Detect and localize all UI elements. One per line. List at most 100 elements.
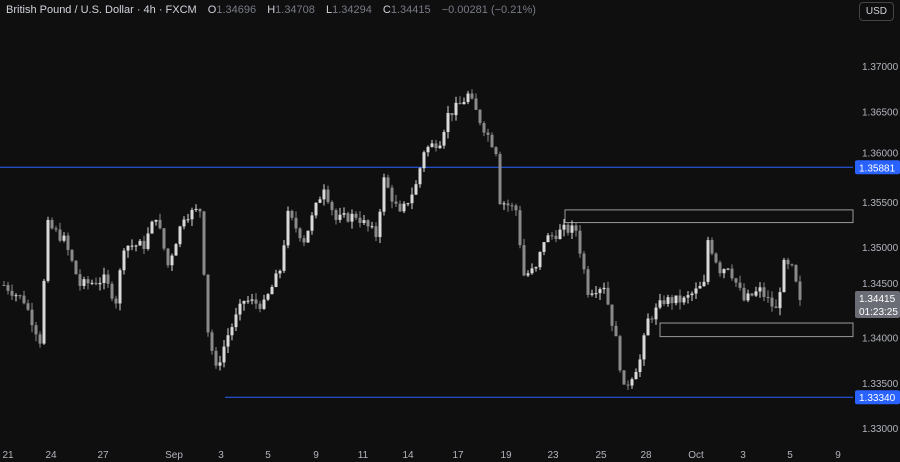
candle-body	[22, 295, 26, 304]
candle	[174, 242, 178, 256]
candle	[90, 279, 94, 286]
candle-body	[394, 201, 398, 204]
candle-body	[766, 296, 770, 298]
candle	[206, 274, 210, 337]
candle	[374, 222, 378, 242]
candle-body	[370, 226, 374, 228]
y-tick-label: 1.33500	[862, 379, 899, 390]
candle	[198, 208, 202, 218]
candle-body	[234, 314, 238, 328]
candle	[98, 277, 102, 291]
candle-body	[570, 225, 574, 233]
candle	[786, 257, 790, 270]
candle	[226, 328, 230, 353]
candle	[186, 213, 190, 223]
candle	[30, 302, 34, 333]
candle-body	[790, 264, 794, 266]
candle-body	[414, 184, 418, 195]
candle-body	[778, 292, 782, 309]
candle	[398, 200, 402, 212]
candle	[266, 292, 270, 302]
candle-body	[30, 309, 34, 326]
candle	[622, 370, 626, 385]
candle-body	[242, 301, 246, 304]
candle-body	[190, 210, 194, 220]
candle	[378, 208, 382, 244]
candle	[450, 112, 454, 122]
candle-body	[494, 147, 498, 155]
candle	[18, 294, 22, 300]
candle	[658, 293, 662, 310]
candle	[542, 242, 546, 256]
candle	[214, 347, 218, 369]
candle-body	[374, 226, 378, 238]
candle	[722, 268, 726, 279]
candle-body	[590, 293, 594, 295]
candle-body	[142, 240, 146, 249]
candle-body	[290, 210, 294, 218]
candle	[570, 220, 574, 240]
candle-body	[726, 268, 730, 270]
candle	[506, 199, 510, 212]
candle	[650, 316, 654, 324]
candle-body	[682, 297, 686, 303]
close-value: 1.34415	[390, 4, 431, 16]
candle	[66, 232, 70, 256]
x-tick-label: 25	[595, 450, 607, 461]
candle	[426, 145, 430, 157]
candle-body	[210, 332, 214, 351]
candle-body	[150, 221, 154, 234]
candle-body	[266, 294, 270, 300]
candle-body	[66, 235, 70, 250]
symbol-title: British Pound / U.S. Dollar · 4h · FXCM	[6, 4, 197, 16]
close-label: C	[382, 4, 391, 16]
candle	[330, 200, 334, 216]
candle	[302, 235, 306, 247]
candle-body	[194, 208, 198, 211]
candle-body	[386, 177, 390, 188]
candle	[770, 291, 774, 312]
candle-body	[554, 235, 558, 240]
candle	[538, 251, 542, 271]
candle	[282, 240, 286, 274]
candle-body	[238, 303, 242, 315]
candle	[750, 292, 754, 297]
candle-body	[646, 318, 650, 336]
candle	[2, 280, 6, 287]
candle-body	[218, 362, 222, 366]
candle	[322, 184, 326, 206]
candle-body	[178, 226, 182, 245]
candle	[218, 355, 222, 371]
candle-body	[650, 318, 654, 320]
candle	[318, 196, 322, 204]
candle	[726, 268, 730, 271]
candle	[286, 206, 290, 249]
candle-body	[202, 211, 206, 275]
bar-countdown: 01:23:25	[859, 307, 898, 318]
candle-body	[354, 213, 358, 218]
candle	[742, 283, 746, 302]
candle	[254, 293, 258, 309]
candle-body	[18, 295, 22, 297]
level-price-label: 1.33340	[859, 393, 896, 404]
candle	[38, 331, 42, 348]
candle	[442, 129, 446, 149]
currency-button[interactable]: USD	[858, 2, 894, 21]
candle	[582, 251, 586, 274]
candle	[274, 269, 278, 288]
candle-body	[338, 214, 342, 220]
candle	[466, 90, 470, 105]
candle-body	[422, 152, 426, 169]
candle	[402, 201, 406, 214]
candle	[486, 128, 490, 142]
candle	[10, 284, 14, 301]
candle	[162, 227, 166, 251]
candle	[478, 108, 482, 126]
candle	[598, 287, 602, 300]
candle	[686, 291, 690, 304]
candle-body	[538, 251, 542, 268]
candle-body	[606, 287, 610, 305]
candle-body	[70, 249, 74, 261]
